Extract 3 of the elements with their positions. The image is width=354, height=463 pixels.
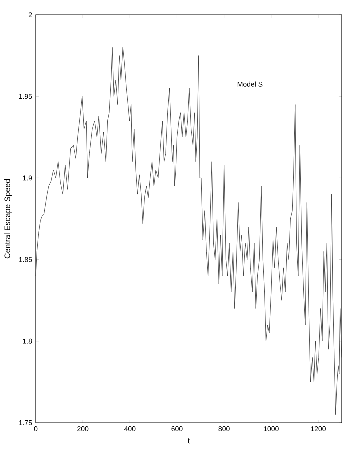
y-axis-title: Central Escape Speed (4, 180, 12, 259)
x-axis-title: t (188, 438, 190, 444)
line-series (36, 47, 342, 416)
